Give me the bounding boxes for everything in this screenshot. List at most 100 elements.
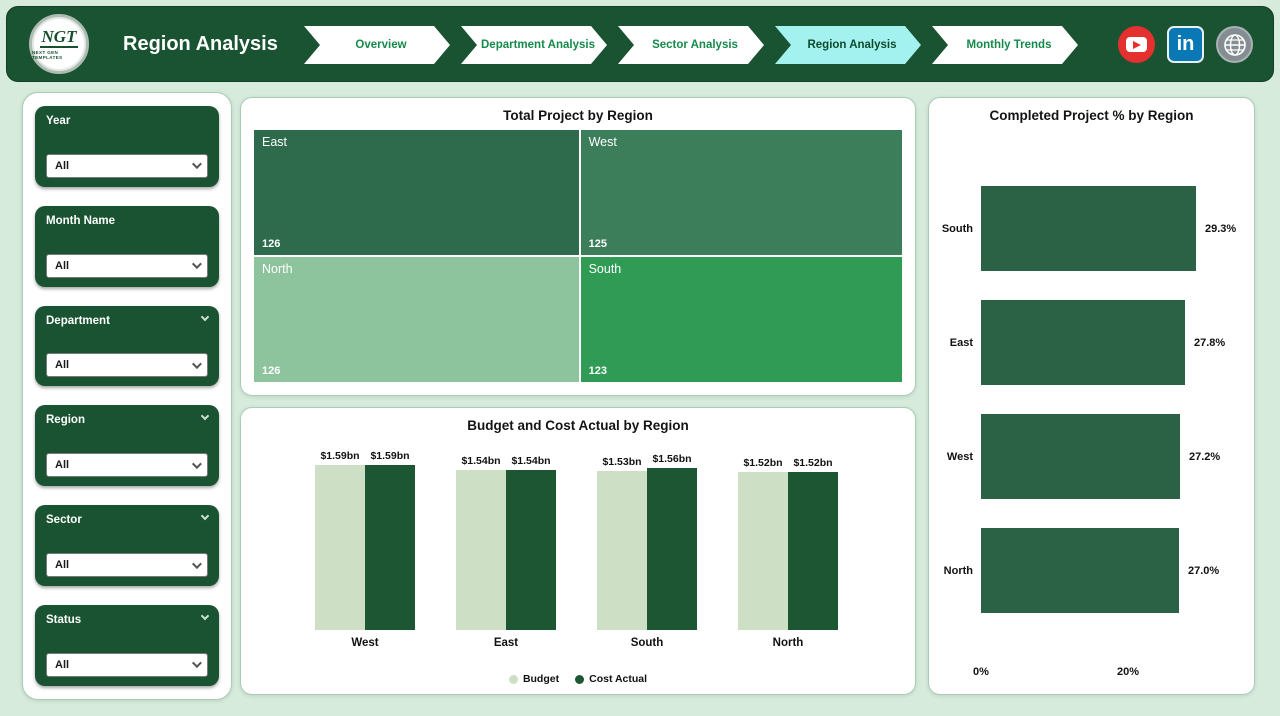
bar-budget-west[interactable] bbox=[315, 465, 365, 630]
hbar-north[interactable] bbox=[981, 528, 1179, 613]
dropdown-value: All bbox=[55, 459, 70, 472]
filter-card-region: Region All bbox=[35, 405, 219, 487]
treemap-cell-label: South bbox=[588, 262, 622, 276]
filter-card-department: Department All bbox=[35, 305, 219, 387]
hbar-east[interactable] bbox=[981, 300, 1185, 385]
filter-label: Region bbox=[46, 414, 85, 427]
category-label: South bbox=[941, 222, 973, 235]
bar-cost-actual-west[interactable] bbox=[365, 465, 415, 630]
logo-text: NGT bbox=[39, 27, 79, 48]
filter-label: Sector bbox=[46, 514, 82, 527]
treemap-cell-value: 125 bbox=[588, 238, 607, 250]
treemap-cell-label: North bbox=[262, 262, 293, 276]
hbar-south[interactable] bbox=[981, 186, 1196, 271]
bar-budget-east[interactable] bbox=[456, 470, 506, 630]
filter-label: Department bbox=[46, 314, 110, 327]
treemap-cell-south[interactable]: South 123 bbox=[580, 257, 902, 382]
bar-value-label: $1.59bn bbox=[370, 450, 410, 462]
legend: Budget Cost Actual bbox=[241, 673, 915, 685]
bar-value-label: $1.56bn bbox=[652, 453, 692, 465]
sector-dropdown[interactable]: All bbox=[46, 553, 208, 578]
dropdown-value: All bbox=[55, 658, 70, 671]
bar-value-label: $1.52bn bbox=[743, 457, 783, 469]
bar-budget-south[interactable] bbox=[597, 471, 647, 630]
category-label: East bbox=[493, 637, 519, 649]
bar-budget-north[interactable] bbox=[738, 472, 788, 630]
filter-card-sector: Sector All bbox=[35, 505, 219, 587]
chart-title: Completed Project % by Region bbox=[989, 108, 1194, 123]
bar-value-label: 27.0% bbox=[1188, 564, 1220, 577]
treemap-cell-label: East bbox=[262, 135, 288, 149]
page-title: Region Analysis bbox=[123, 32, 278, 55]
treemap-cell-north[interactable]: North 126 bbox=[254, 257, 579, 382]
legend-item-budget[interactable]: Budget bbox=[508, 673, 560, 685]
bar-plot-area: $1.59bn $1.59bn West $1.54bn $1.54bn bbox=[315, 440, 838, 662]
globe-icon[interactable] bbox=[1216, 26, 1253, 63]
treemap-cell-west[interactable]: West 125 bbox=[580, 130, 902, 255]
nav-item-overview[interactable]: Overview bbox=[304, 26, 450, 64]
linkedin-icon[interactable]: in bbox=[1167, 26, 1204, 63]
filter-card-status: Status All bbox=[35, 605, 219, 686]
header: NGT NEXT GEN TEMPLATES Region Analysis O… bbox=[6, 6, 1274, 82]
nav-item-region-analysis[interactable]: Region Analysis bbox=[775, 26, 921, 64]
bar-group-south: $1.53bn $1.56bn South bbox=[597, 440, 697, 662]
hbar-row-east: East 27.8% bbox=[929, 300, 1254, 385]
treemap-cell-value: 126 bbox=[262, 365, 281, 377]
chart-title: Total Project by Region bbox=[503, 108, 653, 123]
chevron-down-icon bbox=[191, 458, 202, 469]
ngt-logo: NGT NEXT GEN TEMPLATES bbox=[29, 14, 89, 74]
chevron-down-icon bbox=[191, 359, 202, 370]
bar-group-north: $1.52bn $1.52bn North bbox=[738, 440, 838, 662]
nav-item-sector-analysis[interactable]: Sector Analysis bbox=[618, 26, 764, 64]
bar-group-west: $1.59bn $1.59bn West bbox=[315, 440, 415, 662]
legend-swatch-budget bbox=[508, 674, 518, 684]
month-name-dropdown[interactable]: All bbox=[46, 253, 208, 278]
chevron-down-icon bbox=[191, 558, 202, 569]
chevron-down-icon bbox=[191, 658, 202, 669]
hbar-plot-area: South 29.3% East 27.8% West 27.2% North … bbox=[929, 186, 1254, 613]
bar-value-label: 29.3% bbox=[1205, 222, 1237, 235]
dropdown-value: All bbox=[55, 559, 70, 572]
dropdown-value: All bbox=[55, 259, 70, 272]
status-dropdown[interactable]: All bbox=[46, 652, 208, 677]
filter-label: Year bbox=[46, 115, 71, 127]
treemap-cell-value: 126 bbox=[262, 238, 281, 250]
bar-cost-actual-north[interactable] bbox=[788, 472, 838, 630]
bar-value-label: $1.53bn bbox=[602, 456, 642, 468]
budget-cost-chart-card: Budget and Cost Actual by Region $1.59bn… bbox=[240, 407, 916, 695]
dropdown-value: All bbox=[55, 359, 70, 372]
nav-item-department-analysis[interactable]: Department Analysis bbox=[461, 26, 607, 64]
legend-label: Budget bbox=[522, 673, 560, 685]
hbar-row-west: West 27.2% bbox=[929, 414, 1254, 499]
nav-item-monthly-trends[interactable]: Monthly Trends bbox=[932, 26, 1078, 64]
bar-cost-actual-east[interactable] bbox=[506, 470, 556, 630]
category-label: West bbox=[351, 637, 379, 649]
treemap-cell-value: 123 bbox=[588, 365, 607, 377]
category-label: East bbox=[949, 336, 973, 349]
bar-value-label: 27.2% bbox=[1189, 450, 1221, 463]
treemap-cell-east[interactable]: East 126 bbox=[254, 130, 579, 255]
filter-card-year: Year All bbox=[35, 106, 219, 187]
category-label: North bbox=[772, 637, 804, 649]
year-dropdown[interactable]: All bbox=[46, 153, 208, 178]
hbar-row-south: South 29.3% bbox=[929, 186, 1254, 271]
bar-value-label: $1.54bn bbox=[511, 455, 551, 467]
nav-bar: Overview Department Analysis Sector Anal… bbox=[304, 26, 1078, 64]
region-dropdown[interactable]: All bbox=[46, 453, 208, 478]
category-label: South bbox=[630, 637, 664, 649]
filter-label: Month Name bbox=[46, 214, 115, 227]
legend-item-cost-actual[interactable]: Cost Actual bbox=[575, 673, 647, 685]
treemap-card: Total Project by Region East 126 West 12… bbox=[240, 97, 916, 396]
globe-glyph bbox=[1223, 33, 1246, 56]
bar-cost-actual-south[interactable] bbox=[647, 468, 697, 630]
chevron-down-icon bbox=[191, 159, 202, 170]
bar-value-label: $1.52bn bbox=[793, 457, 833, 469]
youtube-play-triangle bbox=[1133, 41, 1141, 49]
youtube-icon[interactable] bbox=[1118, 26, 1155, 63]
x-axis-tick-20: 20% bbox=[1116, 666, 1140, 678]
filter-sidebar: Year All Month Name All Department All R… bbox=[22, 92, 232, 700]
bar-value-label: $1.59bn bbox=[320, 450, 360, 462]
department-dropdown[interactable]: All bbox=[46, 353, 208, 378]
hbar-west[interactable] bbox=[981, 414, 1180, 499]
dropdown-value: All bbox=[55, 159, 70, 172]
